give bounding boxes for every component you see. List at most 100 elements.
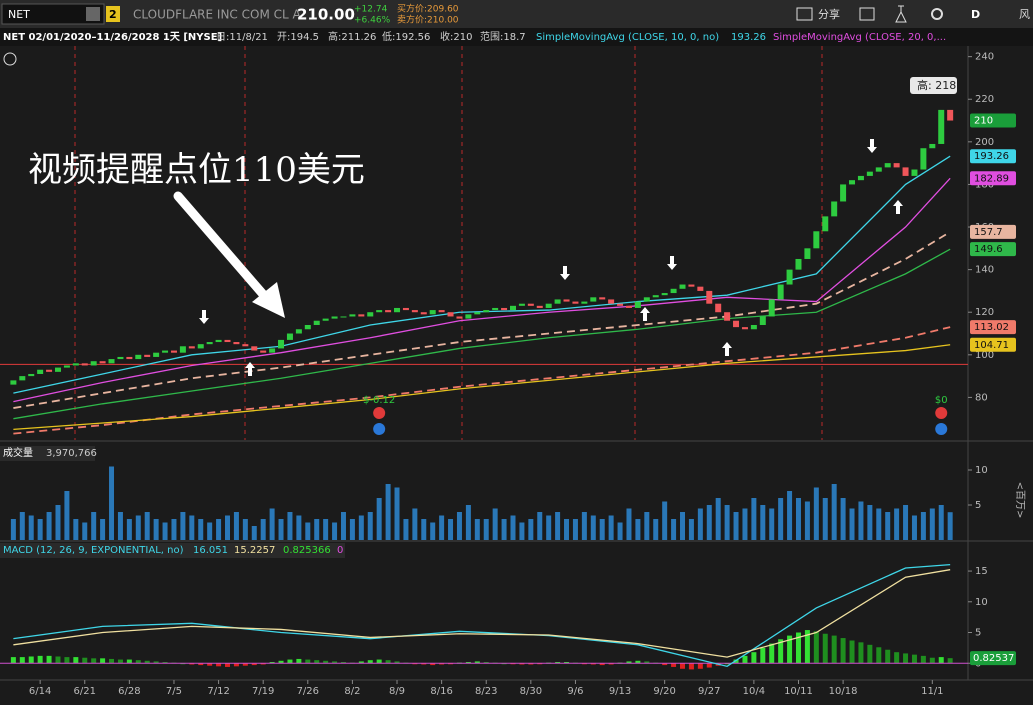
volume-bar bbox=[831, 484, 837, 540]
volume-bar bbox=[82, 522, 88, 540]
candle bbox=[929, 143, 936, 149]
volume-bar bbox=[296, 515, 302, 540]
x-tick-label: 7/26 bbox=[297, 686, 319, 697]
macd-histogram bbox=[207, 663, 213, 666]
candle bbox=[465, 314, 472, 319]
price-box bbox=[970, 113, 1016, 128]
candle bbox=[545, 303, 552, 308]
candle bbox=[920, 148, 927, 170]
x-tick-label: 8/16 bbox=[430, 686, 452, 697]
macd-histogram bbox=[225, 663, 231, 667]
macd-histogram bbox=[528, 663, 534, 665]
macd-histogram bbox=[920, 655, 926, 664]
more-button[interactable]: 风 bbox=[1019, 8, 1030, 21]
candle bbox=[831, 201, 838, 217]
signal-arrows bbox=[199, 139, 903, 376]
study-sma10[interactable]: SimpleMovingAvg (CLOSE, 10, 0, no) bbox=[536, 32, 719, 43]
alert-icon[interactable] bbox=[3, 52, 17, 66]
volume-bar bbox=[778, 498, 784, 540]
macd-histogram bbox=[233, 663, 239, 667]
volume-bar bbox=[706, 505, 712, 540]
studies-icon[interactable] bbox=[859, 7, 875, 21]
link-badge[interactable]: 2 bbox=[109, 8, 117, 21]
volume-bar bbox=[394, 487, 400, 540]
volume-bar bbox=[813, 487, 819, 540]
study-sma20[interactable]: SimpleMovingAvg (CLOSE, 20, 0,... bbox=[773, 32, 946, 43]
macd-histogram bbox=[822, 633, 828, 664]
volume-bar bbox=[260, 519, 266, 540]
candle bbox=[483, 310, 490, 313]
y-tick-label: 100 bbox=[975, 350, 994, 361]
volume-bar bbox=[929, 508, 935, 540]
x-tick-label: 8/30 bbox=[520, 686, 542, 697]
volume-bar bbox=[10, 519, 16, 540]
candle bbox=[849, 180, 856, 185]
y-tick-label: 200 bbox=[975, 137, 994, 148]
volume-bar bbox=[581, 512, 587, 540]
macd-histogram bbox=[474, 661, 480, 664]
macd-histogram bbox=[358, 661, 364, 664]
volume-bar bbox=[198, 519, 204, 540]
y-tick-label: 10 bbox=[975, 465, 988, 476]
volume-bar bbox=[733, 512, 739, 540]
x-tick-label: 7/12 bbox=[207, 686, 229, 697]
volume-bar bbox=[590, 515, 596, 540]
volume-bar bbox=[332, 522, 338, 540]
y-tick-label: 5 bbox=[975, 500, 981, 511]
settings-icon[interactable] bbox=[931, 8, 943, 20]
volume-bar bbox=[911, 515, 917, 540]
candle bbox=[46, 369, 53, 372]
macd-histogram bbox=[82, 657, 88, 664]
volume-bar bbox=[599, 519, 605, 540]
high-callout-bg bbox=[910, 77, 957, 94]
volume-bar bbox=[920, 512, 926, 540]
candle bbox=[385, 310, 392, 313]
bar-high: 高:211.26 bbox=[328, 30, 376, 43]
price-box-label: 210 bbox=[974, 116, 993, 127]
candle bbox=[527, 303, 534, 306]
candle bbox=[581, 301, 588, 304]
volume-bar bbox=[242, 519, 248, 540]
candle bbox=[322, 318, 329, 321]
volume-bar bbox=[688, 519, 694, 540]
candle bbox=[474, 312, 481, 315]
line bbox=[13, 569, 951, 658]
candle bbox=[349, 314, 356, 317]
volume-bar bbox=[795, 498, 801, 540]
volume-bar bbox=[225, 515, 231, 540]
flask-icon[interactable] bbox=[895, 5, 907, 23]
candle bbox=[99, 361, 106, 364]
volume-bar bbox=[662, 501, 668, 540]
x-tick-label: 10/4 bbox=[743, 686, 765, 697]
period-button[interactable]: D bbox=[971, 8, 980, 21]
change: +12.74 bbox=[354, 5, 388, 15]
macd-histogram bbox=[385, 660, 391, 664]
volume-bar bbox=[867, 505, 873, 540]
volume-bar bbox=[572, 519, 578, 540]
candle bbox=[492, 307, 499, 311]
volume-bar bbox=[804, 501, 810, 540]
dropdown[interactable] bbox=[86, 7, 100, 21]
share-button[interactable]: 分享 bbox=[818, 7, 840, 21]
volume-bar bbox=[787, 491, 793, 540]
candle bbox=[28, 373, 35, 377]
price-box bbox=[970, 242, 1016, 257]
volume-title: 成交量 bbox=[3, 446, 33, 459]
y-tick-label: 80 bbox=[975, 392, 988, 403]
x-tick-label: 8/2 bbox=[344, 686, 360, 697]
volume-bar bbox=[751, 498, 757, 540]
macd-histogram bbox=[421, 663, 427, 665]
macd-histogram bbox=[332, 661, 338, 664]
macd-histogram bbox=[876, 647, 882, 664]
share-icon[interactable] bbox=[796, 7, 813, 21]
macd-histogram bbox=[189, 663, 195, 665]
macd-histogram bbox=[198, 663, 204, 666]
macd-histogram bbox=[608, 663, 614, 665]
candle bbox=[81, 363, 88, 366]
candle bbox=[625, 305, 632, 308]
candle bbox=[394, 307, 401, 313]
symbol-input[interactable] bbox=[1, 3, 105, 25]
candle bbox=[652, 295, 659, 298]
info-bar bbox=[0, 28, 1033, 46]
volume-bar bbox=[376, 498, 382, 540]
